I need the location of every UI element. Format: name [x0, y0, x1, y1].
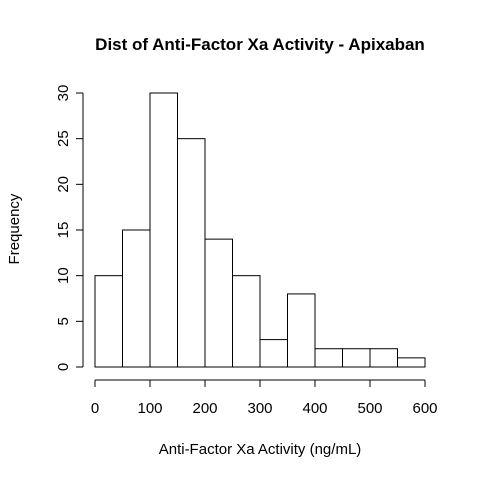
- y-tick-label-1: 5: [55, 317, 72, 325]
- x-tick-label-6: 600: [412, 400, 437, 417]
- histogram-bar-1: [122, 229, 151, 368]
- x-tick-label-5: 500: [357, 400, 382, 417]
- x-tick-label-4: 400: [302, 400, 327, 417]
- x-tick-label-1: 100: [137, 400, 162, 417]
- histogram-bar-6: [259, 339, 288, 368]
- y-axis: 0 5 10 15 20 25 30: [55, 85, 84, 371]
- y-tick-label-5: 25: [55, 130, 72, 147]
- histogram-bar-8: [314, 348, 343, 368]
- y-axis-label: Frequency: [6, 193, 23, 264]
- histogram-bar-10: [369, 348, 398, 368]
- y-tick-label-3: 15: [55, 222, 72, 239]
- histogram-bar-11: [397, 357, 426, 368]
- bars-group: [94, 92, 426, 368]
- histogram-bar-0: [94, 275, 123, 368]
- histogram-bar-9: [342, 348, 371, 368]
- histogram-bar-2: [149, 92, 178, 368]
- y-tick-label-4: 20: [55, 176, 72, 193]
- x-tick-label-0: 0: [91, 400, 99, 417]
- histogram-bar-4: [204, 238, 233, 368]
- x-tick-label-2: 200: [192, 400, 217, 417]
- y-tick-label-6: 30: [55, 85, 72, 102]
- histogram-bar-3: [177, 138, 206, 368]
- histogram-bar-7: [287, 293, 316, 368]
- chart-title: Dist of Anti-Factor Xa Activity - Apixab…: [95, 35, 425, 54]
- x-tick-label-3: 300: [247, 400, 272, 417]
- y-tick-label-0: 0: [55, 363, 72, 371]
- x-axis-label: Anti-Factor Xa Activity (ng/mL): [159, 441, 362, 458]
- histogram-bar-5: [232, 275, 261, 368]
- x-axis: 0 100 200 300 400 500 600: [91, 379, 438, 417]
- y-tick-label-2: 10: [55, 267, 72, 284]
